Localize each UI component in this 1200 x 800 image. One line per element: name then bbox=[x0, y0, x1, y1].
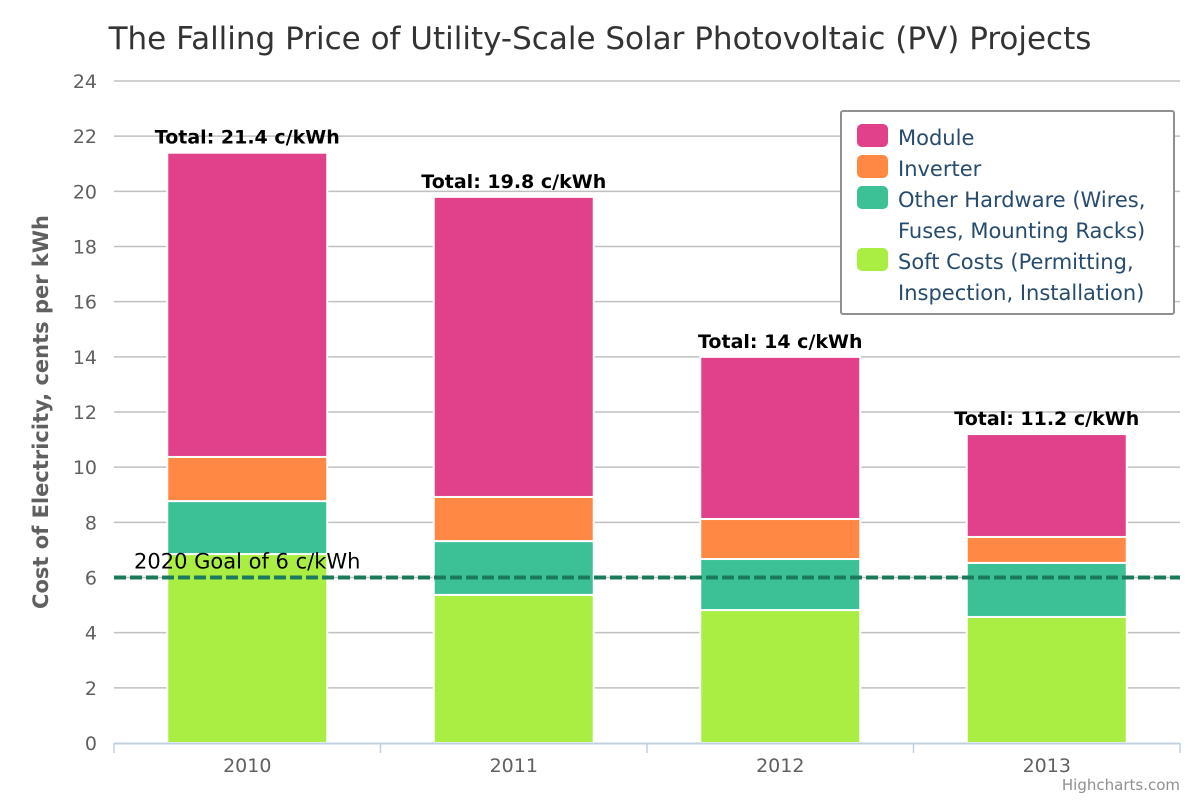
total-labels: Total: 21.4 c/kWh Total: 19.8 c/kWh Total:… bbox=[155, 127, 1139, 430]
bar-segment-module-2010[interactable] bbox=[166, 151, 329, 458]
x-tick-label: 2012 bbox=[756, 755, 804, 777]
bar-segment-inverter-2011[interactable] bbox=[432, 495, 595, 543]
legend-item[interactable]: Other Hardware (Wires, Fuses, Mounting Ra… bbox=[857, 186, 1145, 243]
bar-segment-other-2010[interactable] bbox=[166, 500, 329, 556]
legend-label: Soft Costs (Permitting, bbox=[898, 250, 1134, 274]
y-tick-label: 0 bbox=[85, 733, 97, 755]
total-label: Total: 21.4 c/kWh bbox=[155, 127, 340, 149]
legend-swatch bbox=[857, 248, 888, 271]
legend-swatch bbox=[857, 155, 888, 178]
legend-label: Module bbox=[898, 126, 974, 150]
y-axis-label: Cost of Electricity, cents per kWh bbox=[29, 215, 53, 609]
y-tick-label: 14 bbox=[73, 347, 97, 369]
bar-segment-inverter-2010[interactable] bbox=[166, 455, 329, 503]
x-tick-label: 2011 bbox=[490, 755, 538, 777]
y-tick-label: 8 bbox=[85, 512, 97, 534]
bar-segment-soft-2013[interactable] bbox=[965, 615, 1128, 744]
bar-segment-other-2011[interactable] bbox=[432, 540, 595, 596]
y-tick-label: 6 bbox=[85, 568, 97, 590]
y-tick-label: 4 bbox=[85, 623, 97, 645]
bar-segment-module-2013[interactable] bbox=[965, 433, 1128, 538]
goal-line-group: 2020 Goal of 6 c/kWh bbox=[114, 550, 1180, 580]
bar-segment-other-2013[interactable] bbox=[965, 561, 1128, 618]
y-tick-label: 18 bbox=[73, 237, 97, 259]
legend-swatch bbox=[857, 124, 888, 147]
bar-segment-soft-2011[interactable] bbox=[432, 593, 595, 744]
y-tick-label: 10 bbox=[73, 457, 97, 479]
y-tick-label: 20 bbox=[73, 181, 97, 203]
bar-segment-soft-2012[interactable] bbox=[699, 609, 862, 744]
bar-segment-soft-2010[interactable] bbox=[166, 553, 329, 744]
legend-item[interactable]: Module bbox=[857, 124, 974, 150]
legend-label: Fuses, Mounting Racks) bbox=[898, 219, 1145, 243]
legend: Module Inverter Other Hardware (Wires, Fuse… bbox=[840, 110, 1175, 315]
goal-line-label: 2020 Goal of 6 c/kWh bbox=[134, 550, 360, 574]
legend-box bbox=[840, 110, 1175, 315]
x-tick-label: 2010 bbox=[223, 755, 271, 777]
y-tick-label: 2 bbox=[85, 678, 97, 700]
bar-segment-inverter-2012[interactable] bbox=[699, 518, 862, 561]
bar-segment-module-2011[interactable] bbox=[432, 195, 595, 498]
bar-segment-other-2012[interactable] bbox=[699, 558, 862, 612]
x-axis: 2010 2011 2012 2013 bbox=[113, 742, 1181, 777]
y-tick-label: 22 bbox=[73, 126, 97, 148]
total-label: Total: 14 c/kWh bbox=[698, 331, 863, 353]
legend-swatch bbox=[857, 186, 888, 209]
credits-link[interactable]: Highcharts.com bbox=[1062, 776, 1180, 794]
y-tick-label: 12 bbox=[73, 402, 97, 424]
legend-item[interactable]: Soft Costs (Permitting, Inspection, Insta… bbox=[857, 248, 1144, 305]
y-tick-label: 16 bbox=[73, 292, 97, 314]
y-tick-label: 24 bbox=[73, 71, 97, 93]
total-label: Total: 19.8 c/kWh bbox=[421, 171, 606, 193]
legend-item[interactable]: Inverter bbox=[857, 155, 982, 181]
x-tick-label: 2013 bbox=[1023, 755, 1071, 777]
chart-title: The Falling Price of Utility-Scale Solar… bbox=[108, 21, 1092, 57]
bars bbox=[166, 151, 1128, 744]
total-label: Total: 11.2 c/kWh bbox=[954, 408, 1139, 430]
bar-segment-module-2012[interactable] bbox=[699, 355, 862, 521]
legend-label: Inspection, Installation) bbox=[898, 281, 1144, 305]
legend-label: Inverter bbox=[898, 157, 982, 181]
bar-segment-inverter-2013[interactable] bbox=[965, 535, 1128, 564]
legend-label: Other Hardware (Wires, bbox=[898, 188, 1145, 212]
